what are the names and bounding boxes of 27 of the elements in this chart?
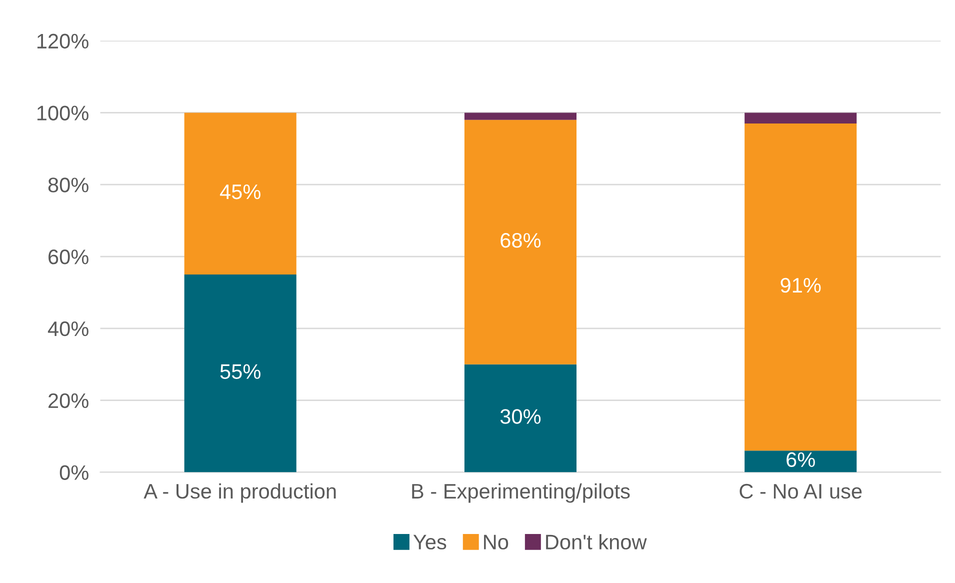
bar: [184, 112, 296, 274]
y-tick-label: 20%: [48, 393, 88, 408]
y-tick-label: 40%: [48, 321, 88, 336]
y-tick-label: 120%: [37, 34, 88, 49]
data-label: 91%: [780, 278, 821, 293]
y-tick-label: 100%: [37, 106, 88, 120]
y-tick-label: 0%: [60, 465, 88, 480]
bar: [744, 112, 857, 124]
bar: [464, 364, 576, 472]
data-label: 68%: [500, 232, 541, 248]
x-tick-label: A - Use in production: [144, 483, 336, 503]
data-label: 45%: [220, 184, 260, 200]
legend-label: No: [484, 534, 508, 550]
legend-label: Yes: [413, 534, 446, 550]
bar: [744, 124, 857, 451]
y-tick-label: 80%: [48, 178, 88, 192]
legend-label: Don't know: [546, 534, 647, 550]
data-label: 55%: [220, 364, 260, 379]
bar: [184, 274, 296, 472]
bar: [744, 450, 857, 472]
x-tick-label: C - No AI use: [740, 484, 862, 499]
y-tick-label: 60%: [48, 250, 88, 264]
data-label: 6%: [786, 452, 815, 468]
bar: [464, 120, 576, 364]
bar: [464, 112, 576, 120]
data-label: 30%: [500, 409, 541, 424]
x-tick-label: B - Experimenting/pilots: [412, 483, 630, 503]
